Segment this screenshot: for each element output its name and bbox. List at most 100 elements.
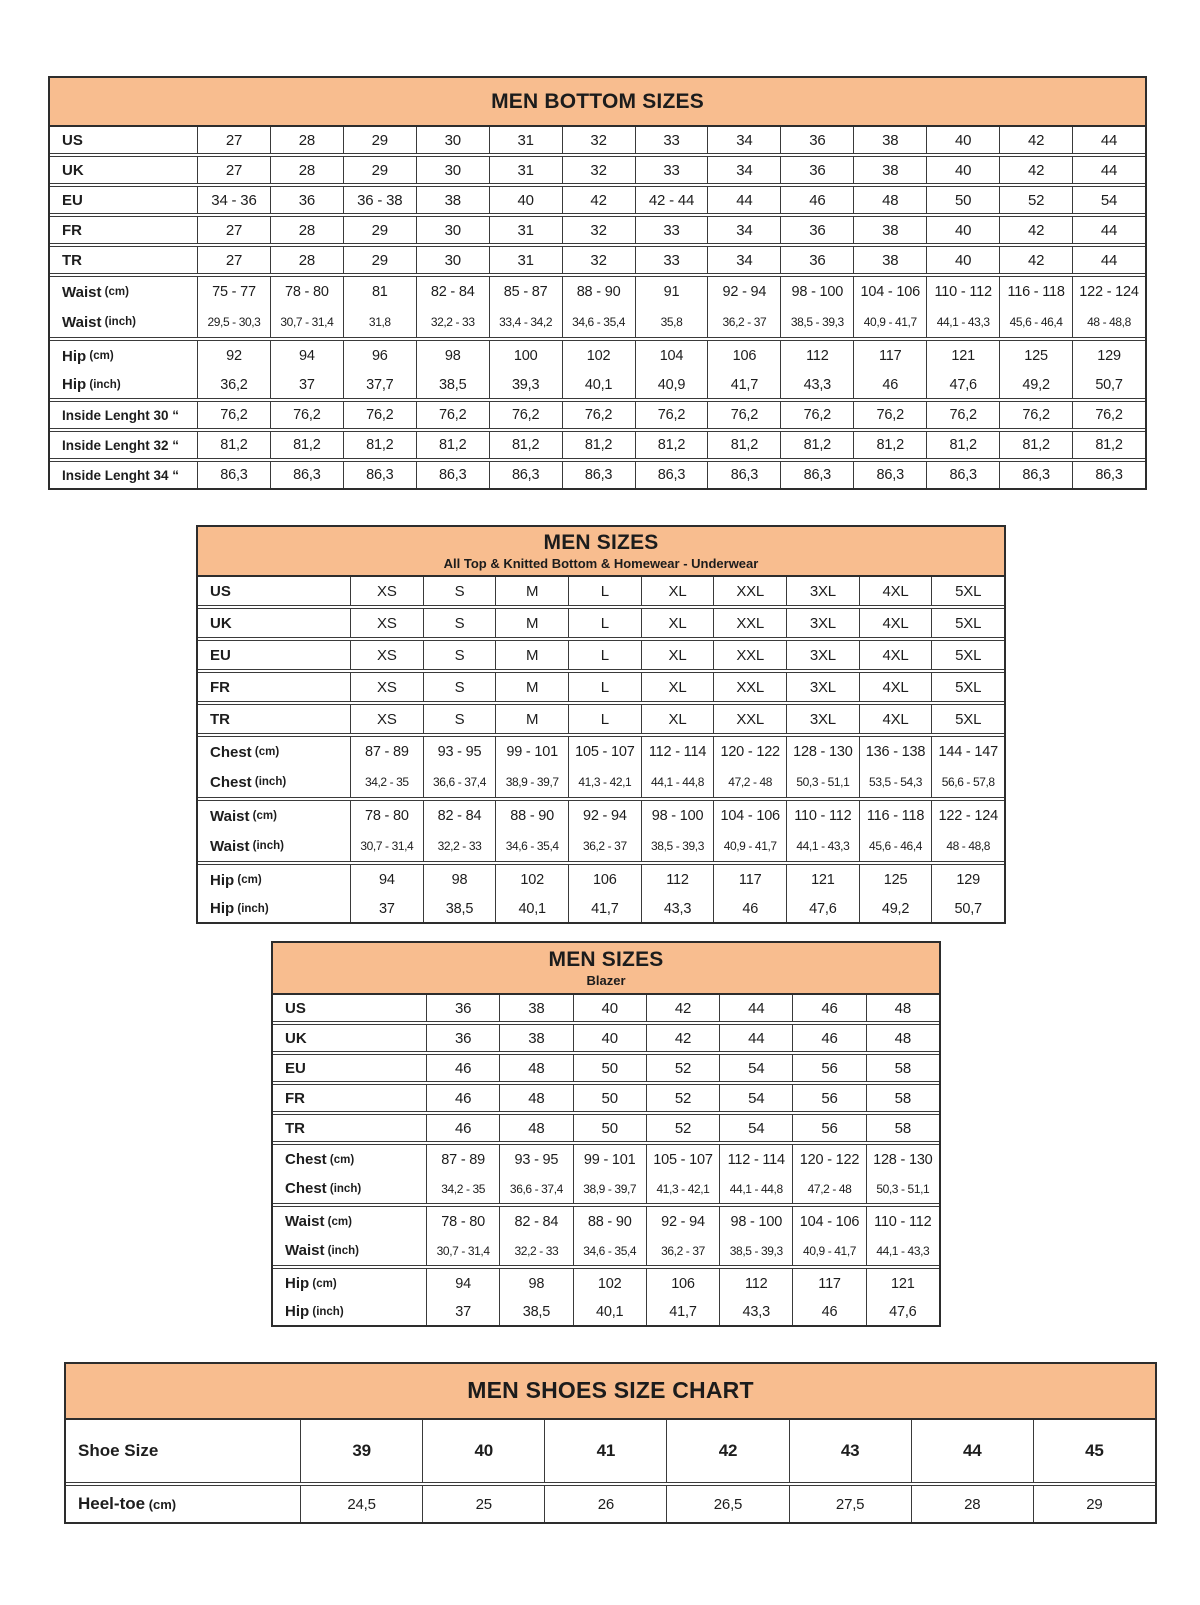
cell-value: 82 - 84 (424, 801, 497, 831)
row-label-text: Inside Lenght 30 “ (62, 407, 180, 423)
cell-value: 87 - 89 (351, 737, 424, 767)
row-label: UK (50, 157, 198, 183)
row-label: Chest (inch) (198, 767, 351, 797)
cell-value: 34,6 - 35,4 (574, 1236, 647, 1265)
cell-value: 86,3 (636, 462, 709, 488)
row-label-unit: (cm) (249, 810, 277, 822)
cell-value: 40,9 - 41,7 (793, 1236, 867, 1265)
cell-value: 32,2 - 33 (424, 831, 497, 861)
cell-value: 76,2 (271, 402, 344, 428)
cell-value: 38,9 - 39,7 (574, 1174, 647, 1203)
cell-value: 42 (1000, 217, 1074, 243)
cell-value: 86,3 (417, 462, 490, 488)
table-row: EU 46 48 50 52 54 56 58 (273, 1055, 939, 1081)
row-label-unit: (cm) (251, 746, 280, 758)
cell-value: 38,9 - 39,7 (496, 767, 570, 797)
men-bottom-sizes-table: MEN BOTTOM SIZES US 27 28 29 30 31 32 33 34 36 38 4… (48, 76, 1147, 490)
cell-value: 50 (574, 1055, 647, 1081)
cell-value: 56 (793, 1115, 867, 1141)
cell-value: 29 (1086, 1495, 1103, 1513)
row-label-text: Heel-toe (78, 1494, 146, 1513)
table-row: Heel-toe (cm) 24,5 25 26 26,5 27,5 28 29 (66, 1486, 1155, 1522)
cell-value: 102 (496, 865, 570, 895)
cell-value: 106 (708, 341, 782, 371)
cell-value: 38 (500, 1025, 574, 1051)
cell-value: 86,3 (927, 462, 1001, 488)
cell-value: 82 - 84 (417, 277, 490, 307)
row-label-text: Hip (210, 900, 235, 917)
cell-value: 85 - 87 (490, 277, 563, 307)
table-row: Hip (inch) 37 38,5 40,1 41,7 43,3 46 47,6 (273, 1298, 939, 1325)
row-label: Waist (inch) (273, 1236, 427, 1265)
cell-value: 38 (417, 187, 490, 213)
cell-value: 27 (198, 217, 271, 243)
cell-value: 28 (271, 217, 344, 243)
cell-value: 37,7 (344, 371, 417, 398)
cell-value: 43 (790, 1420, 912, 1482)
men-sizes-tops-table: MEN SIZES All Top & Knitted Bottom & Hom… (196, 525, 1006, 924)
cell-value: 112 (720, 1269, 794, 1298)
cell-value: 41 (545, 1420, 668, 1482)
table-section: Waist (cm) 75 - 77 78 - 80 81 82 - 84 85 - 87… (50, 276, 1145, 338)
table-section: US 36 38 40 42 44 46 48 (273, 995, 939, 1022)
cell-value: 112 (781, 341, 855, 371)
table-row: UK 36 38 40 42 44 46 48 (273, 1025, 939, 1051)
cell-value: 58 (894, 1059, 911, 1077)
row-label-text: Hip (285, 1303, 310, 1320)
cell-value: 38,5 - 39,3 (642, 831, 715, 861)
row-label: TR (273, 1115, 427, 1141)
cell-value: 40 (927, 157, 1001, 183)
table-row: Hip (cm) 92 94 96 98 100 102 104 106 112 117 121 125… (50, 341, 1145, 371)
cell-value: 49,2 (1000, 371, 1074, 398)
cell-value: 110 - 112 (787, 801, 860, 831)
cell-value: XXL (714, 705, 788, 733)
table-row: Hip (inch) 36,2 37 37,7 38,5 39,3 40,1 40,9 41,7… (50, 371, 1145, 398)
cell-value: 47,6 (787, 895, 860, 922)
cell-value: 52 (1000, 187, 1074, 213)
cell-value: S (424, 705, 497, 733)
cell-value: 48 (894, 999, 911, 1017)
row-label: Chest (cm) (273, 1145, 427, 1174)
cell-value: 4XL (860, 673, 933, 701)
row-label-text: EU (285, 1059, 306, 1077)
table-section: FR 46 48 50 52 54 56 58 (273, 1084, 939, 1112)
cell-value: XS (351, 673, 424, 701)
cell-value: 44 (720, 995, 794, 1021)
cell-value: 44,1 - 44,8 (642, 767, 715, 797)
cell-value: 30 (417, 157, 490, 183)
cell-value: 117 (854, 341, 928, 371)
cell-value: 3XL (787, 609, 860, 637)
cell-value: 56 (793, 1085, 867, 1111)
cell-value: 36 (781, 217, 855, 243)
table-row: Hip (inch) 37 38,5 40,1 41,7 43,3 46 47,6 49,2 50… (198, 895, 1004, 922)
cell-value: 39,3 (490, 371, 563, 398)
row-label: FR (198, 673, 351, 701)
cell-value: 38 (500, 995, 574, 1021)
row-label: Hip (inch) (50, 371, 198, 398)
table-section: Heel-toe (cm) 24,5 25 26 26,5 27,5 28 29 (66, 1485, 1155, 1522)
table-section: TR 46 48 50 52 54 56 58 (273, 1114, 939, 1142)
cell-value: 31 (490, 157, 563, 183)
cell-value: M (496, 641, 570, 669)
cell-value: 28 (271, 157, 344, 183)
cell-value: 121 (927, 341, 1001, 371)
cell-value: 44,1 - 43,3 (927, 307, 1001, 337)
cell-value: XL (642, 673, 715, 701)
table-header: MEN SIZES All Top & Knitted Bottom & Hom… (198, 527, 1004, 577)
row-label-text: Waist (285, 1242, 325, 1259)
cell-value: 50,3 - 51,1 (876, 1181, 930, 1196)
cell-value: 94 (271, 341, 344, 371)
cell-value: 81,2 (781, 432, 855, 458)
cell-value: 81,2 (636, 432, 709, 458)
cell-value: 27 (198, 127, 271, 153)
table-section: Inside Lenght 32 “81,2 81,2 81,2 81,2 81,2 81… (50, 431, 1145, 459)
cell-value: 76,2 (198, 402, 271, 428)
cell-value: 29 (344, 247, 417, 273)
cell-value: 50 (574, 1085, 647, 1111)
cell-value: M (496, 577, 570, 605)
cell-value: 98 (500, 1269, 574, 1298)
row-label-text: Shoe Size (78, 1441, 159, 1460)
cell-value: 121 (891, 1275, 915, 1292)
cell-value: 25 (423, 1486, 546, 1522)
cell-value: 40 (927, 217, 1001, 243)
